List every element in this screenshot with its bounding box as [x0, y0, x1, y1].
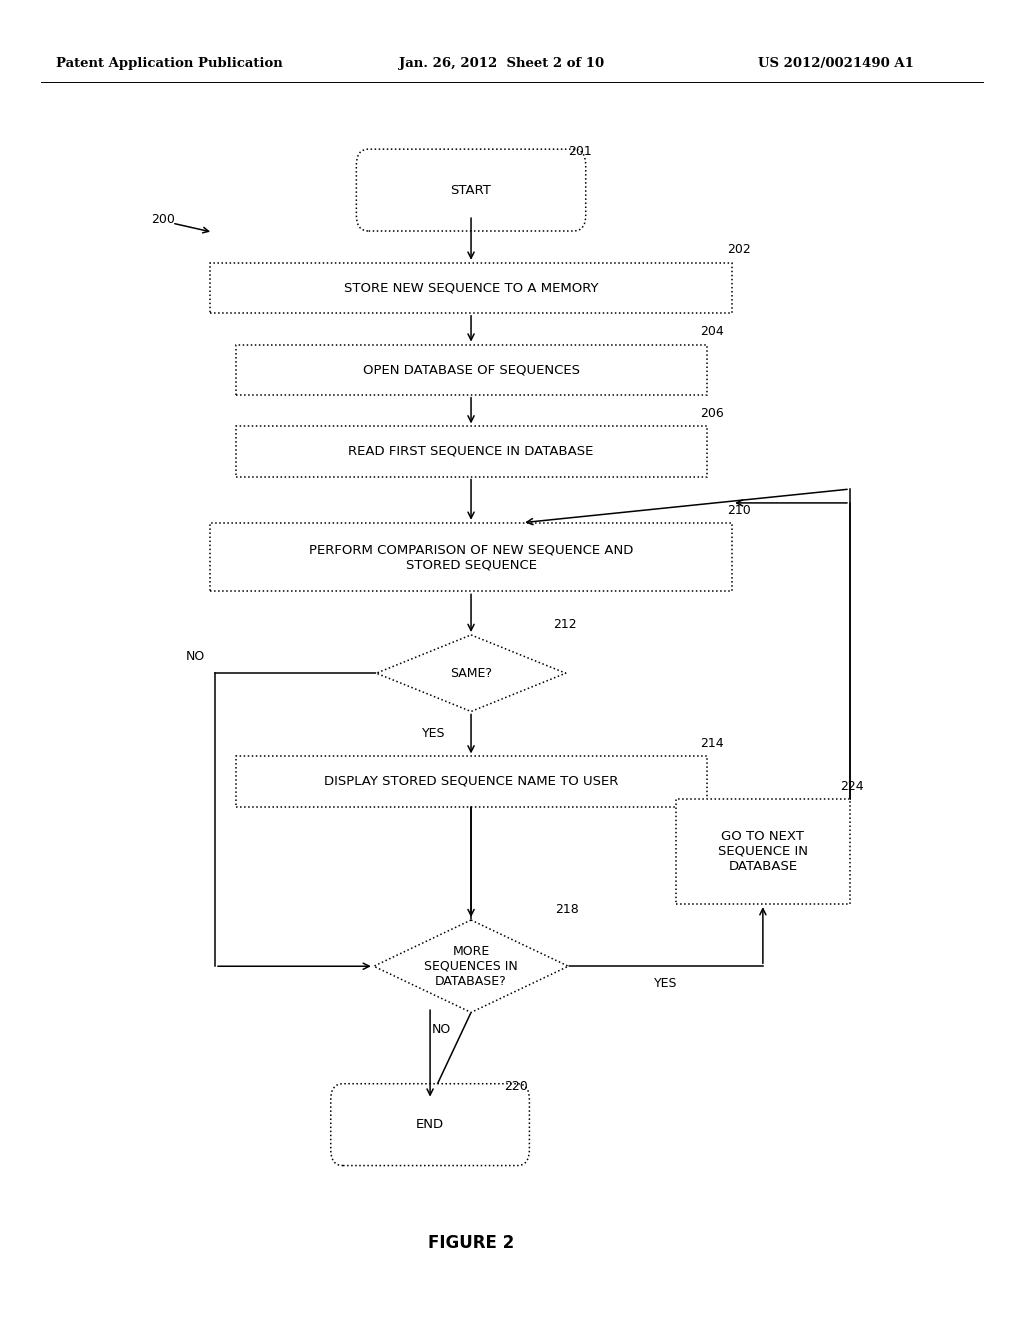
Text: MORE
SEQUENCES IN
DATABASE?: MORE SEQUENCES IN DATABASE?: [424, 945, 518, 987]
Text: FIGURE 2: FIGURE 2: [428, 1234, 514, 1253]
Text: OPEN DATABASE OF SEQUENCES: OPEN DATABASE OF SEQUENCES: [362, 363, 580, 376]
Bar: [236, 345, 707, 395]
Text: YES: YES: [422, 727, 445, 741]
Polygon shape: [377, 635, 565, 711]
Text: 220: 220: [504, 1080, 527, 1093]
Text: NO: NO: [185, 649, 205, 663]
Text: 218: 218: [555, 903, 579, 916]
FancyBboxPatch shape: [331, 1084, 529, 1166]
Text: 224: 224: [840, 780, 863, 793]
Text: 212: 212: [553, 618, 577, 631]
Text: START: START: [451, 183, 492, 197]
Text: US 2012/0021490 A1: US 2012/0021490 A1: [758, 57, 913, 70]
Text: 206: 206: [700, 407, 724, 420]
Text: Patent Application Publication: Patent Application Publication: [56, 57, 283, 70]
Text: 202: 202: [727, 243, 751, 256]
Bar: [210, 263, 732, 313]
Text: 201: 201: [568, 145, 592, 158]
Bar: [236, 756, 707, 807]
Bar: [676, 799, 850, 904]
Text: YES: YES: [654, 977, 677, 990]
Bar: [210, 523, 732, 591]
Text: 204: 204: [700, 325, 724, 338]
Text: 214: 214: [700, 737, 724, 750]
Bar: [236, 426, 707, 477]
Text: 200: 200: [152, 213, 175, 226]
Text: Jan. 26, 2012  Sheet 2 of 10: Jan. 26, 2012 Sheet 2 of 10: [399, 57, 604, 70]
FancyBboxPatch shape: [356, 149, 586, 231]
Text: DISPLAY STORED SEQUENCE NAME TO USER: DISPLAY STORED SEQUENCE NAME TO USER: [324, 775, 618, 788]
Text: READ FIRST SEQUENCE IN DATABASE: READ FIRST SEQUENCE IN DATABASE: [348, 445, 594, 458]
Text: SAME?: SAME?: [450, 667, 493, 680]
Text: STORE NEW SEQUENCE TO A MEMORY: STORE NEW SEQUENCE TO A MEMORY: [344, 281, 598, 294]
Text: 210: 210: [727, 504, 751, 517]
Text: NO: NO: [431, 1023, 451, 1036]
Polygon shape: [374, 920, 568, 1012]
Text: GO TO NEXT
SEQUENCE IN
DATABASE: GO TO NEXT SEQUENCE IN DATABASE: [718, 830, 808, 873]
Text: END: END: [416, 1118, 444, 1131]
Text: PERFORM COMPARISON OF NEW SEQUENCE AND
STORED SEQUENCE: PERFORM COMPARISON OF NEW SEQUENCE AND S…: [309, 543, 633, 572]
